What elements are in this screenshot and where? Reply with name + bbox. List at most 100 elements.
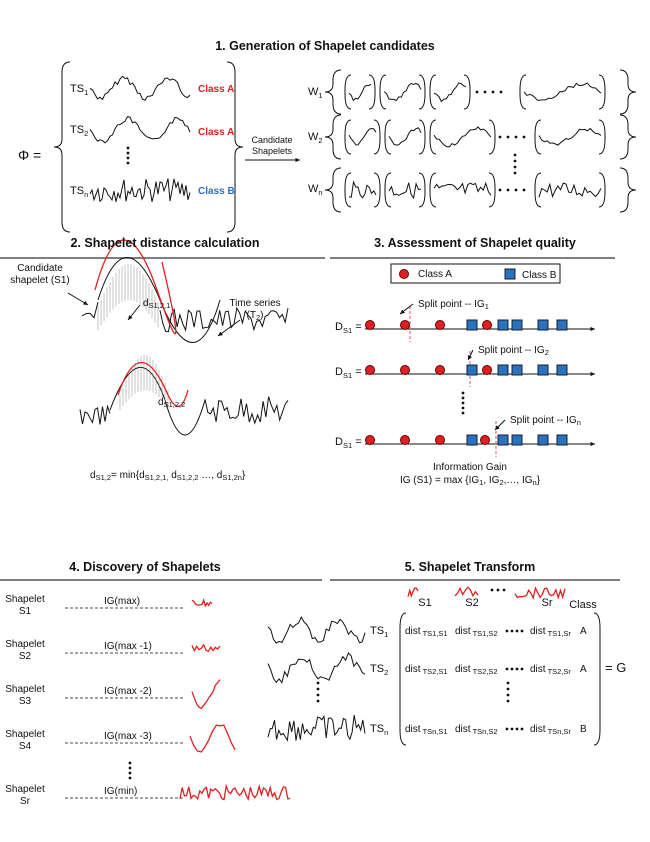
window-bracket [429,172,437,208]
time-series-t2b [204,396,289,425]
ellipsis-dot [461,411,465,415]
row-label: DS1 = [335,366,362,380]
section5-title: 5. Shapelet Transform [405,560,536,574]
window-bracket [429,74,437,110]
window-label-2: W2 [308,131,323,145]
ts-label: TS1 [370,625,388,639]
arrowhead-icon [590,441,595,447]
section3-title: 3. Assessment of Shapelet quality [374,236,576,250]
candidate-window [388,182,422,200]
ellipsis-dot [126,156,130,160]
discovered-shapelet [191,679,221,710]
ellipsis-dot [316,681,320,685]
ellipsis-dot [515,629,519,633]
arrowhead-icon [590,371,595,377]
column-header-s2: S2 [465,597,478,609]
class-a-point [365,365,375,375]
candidate-window [348,127,377,146]
split-point-label: Split point -- IG1 [418,299,489,311]
class-a-marker [399,269,409,279]
window-open-brace [324,114,342,160]
window-bracket [379,74,387,110]
time-series-label: (T2) [247,310,264,322]
column-header-sr: Sr [542,597,553,609]
ellipsis-dot [505,667,509,671]
distance-label-2: dS1,2,2 [158,397,185,409]
ellipsis-dot [498,188,502,192]
class-a-point [480,435,490,445]
candidate-window [433,181,492,196]
candidate-window [433,82,467,103]
transform-row: TS1 dist TS1,S1 dist TS1,S2 dist TS1,Sr A [370,625,587,639]
window-bracket [418,119,426,155]
candidate-shapelet-s1 [117,362,189,407]
window-close-brace [619,167,637,213]
window-bracket [488,119,496,155]
ts-row-2: TS2 Class A [70,124,234,138]
distance-cell: dist TS1,Sr [530,626,571,638]
class-b-point [466,319,478,331]
ellipsis-dot [316,693,320,697]
time-series [267,714,366,742]
window-bracket [519,74,527,110]
class-label: Class B [198,186,235,197]
class-a-point [400,320,410,330]
candidate-window [538,127,602,146]
column-header-class: Class [569,599,597,611]
window-bracket [418,74,426,110]
class-a-point [365,320,375,330]
class-b-point [466,364,478,376]
ellipsis-dot [506,681,510,685]
window-close-brace [619,114,637,160]
svg-text:Shapelet: Shapelet [5,729,45,740]
class-b-point [511,364,523,376]
class-b-point [497,364,509,376]
time-series-arrow [217,319,241,337]
transform-row: TSn dist TSn,S1 dist TSn,S2 dist TSn,Sr B [370,723,587,737]
information-gain-title: Information Gain [433,462,507,473]
window-label-1: W1 [308,86,323,100]
ellipsis-dot [505,727,509,731]
arrow-label: Shapelets [252,146,293,156]
window-bracket [384,172,392,208]
time-series [267,652,366,684]
candidate-label: Candidate [17,263,63,274]
svg-text:Class A: Class A [418,269,452,280]
ellipsis-dot [316,699,320,703]
class-a-point [400,365,410,375]
ellipsis-dot [461,401,465,405]
svg-text:Shapelet: Shapelet [5,639,45,650]
distance-label-1: dS1,2,1 [143,298,170,310]
svg-text:S3: S3 [19,696,32,707]
time-series-t2 [97,257,221,343]
ellipsis-dot [461,391,465,395]
arrow-label: Candidate [251,135,292,145]
class-a-point [435,435,445,445]
ellipsis-dot [128,761,132,765]
window-bracket [534,119,542,155]
ellipsis-dot [513,153,517,157]
right-brace [226,61,244,233]
discovered-shapelet [189,724,236,753]
svg-text:TSn: TSn [70,185,88,199]
class-cell: A [580,626,587,637]
ts-row-1: TS1 Class A [70,83,234,97]
ellipsis-dot [483,90,487,94]
discovered-shapelet [191,598,213,608]
svg-text:IG(max -2): IG(max -2) [104,686,152,697]
svg-text:S2: S2 [19,651,32,662]
class-b-point [511,319,523,331]
ellipsis-dot [513,159,517,163]
distance-cell: dist TS2,S2 [455,664,498,676]
distance-cell: dist TSn,S2 [455,724,498,736]
ellipsis-dot [128,776,132,780]
class-b-point [497,319,509,331]
ellipsis-dot [491,90,495,94]
arrowhead-icon [400,309,405,314]
candidate-window [523,82,602,102]
window-bracket [368,74,376,110]
arrowhead-icon [590,326,595,332]
class-a-point [435,320,445,330]
